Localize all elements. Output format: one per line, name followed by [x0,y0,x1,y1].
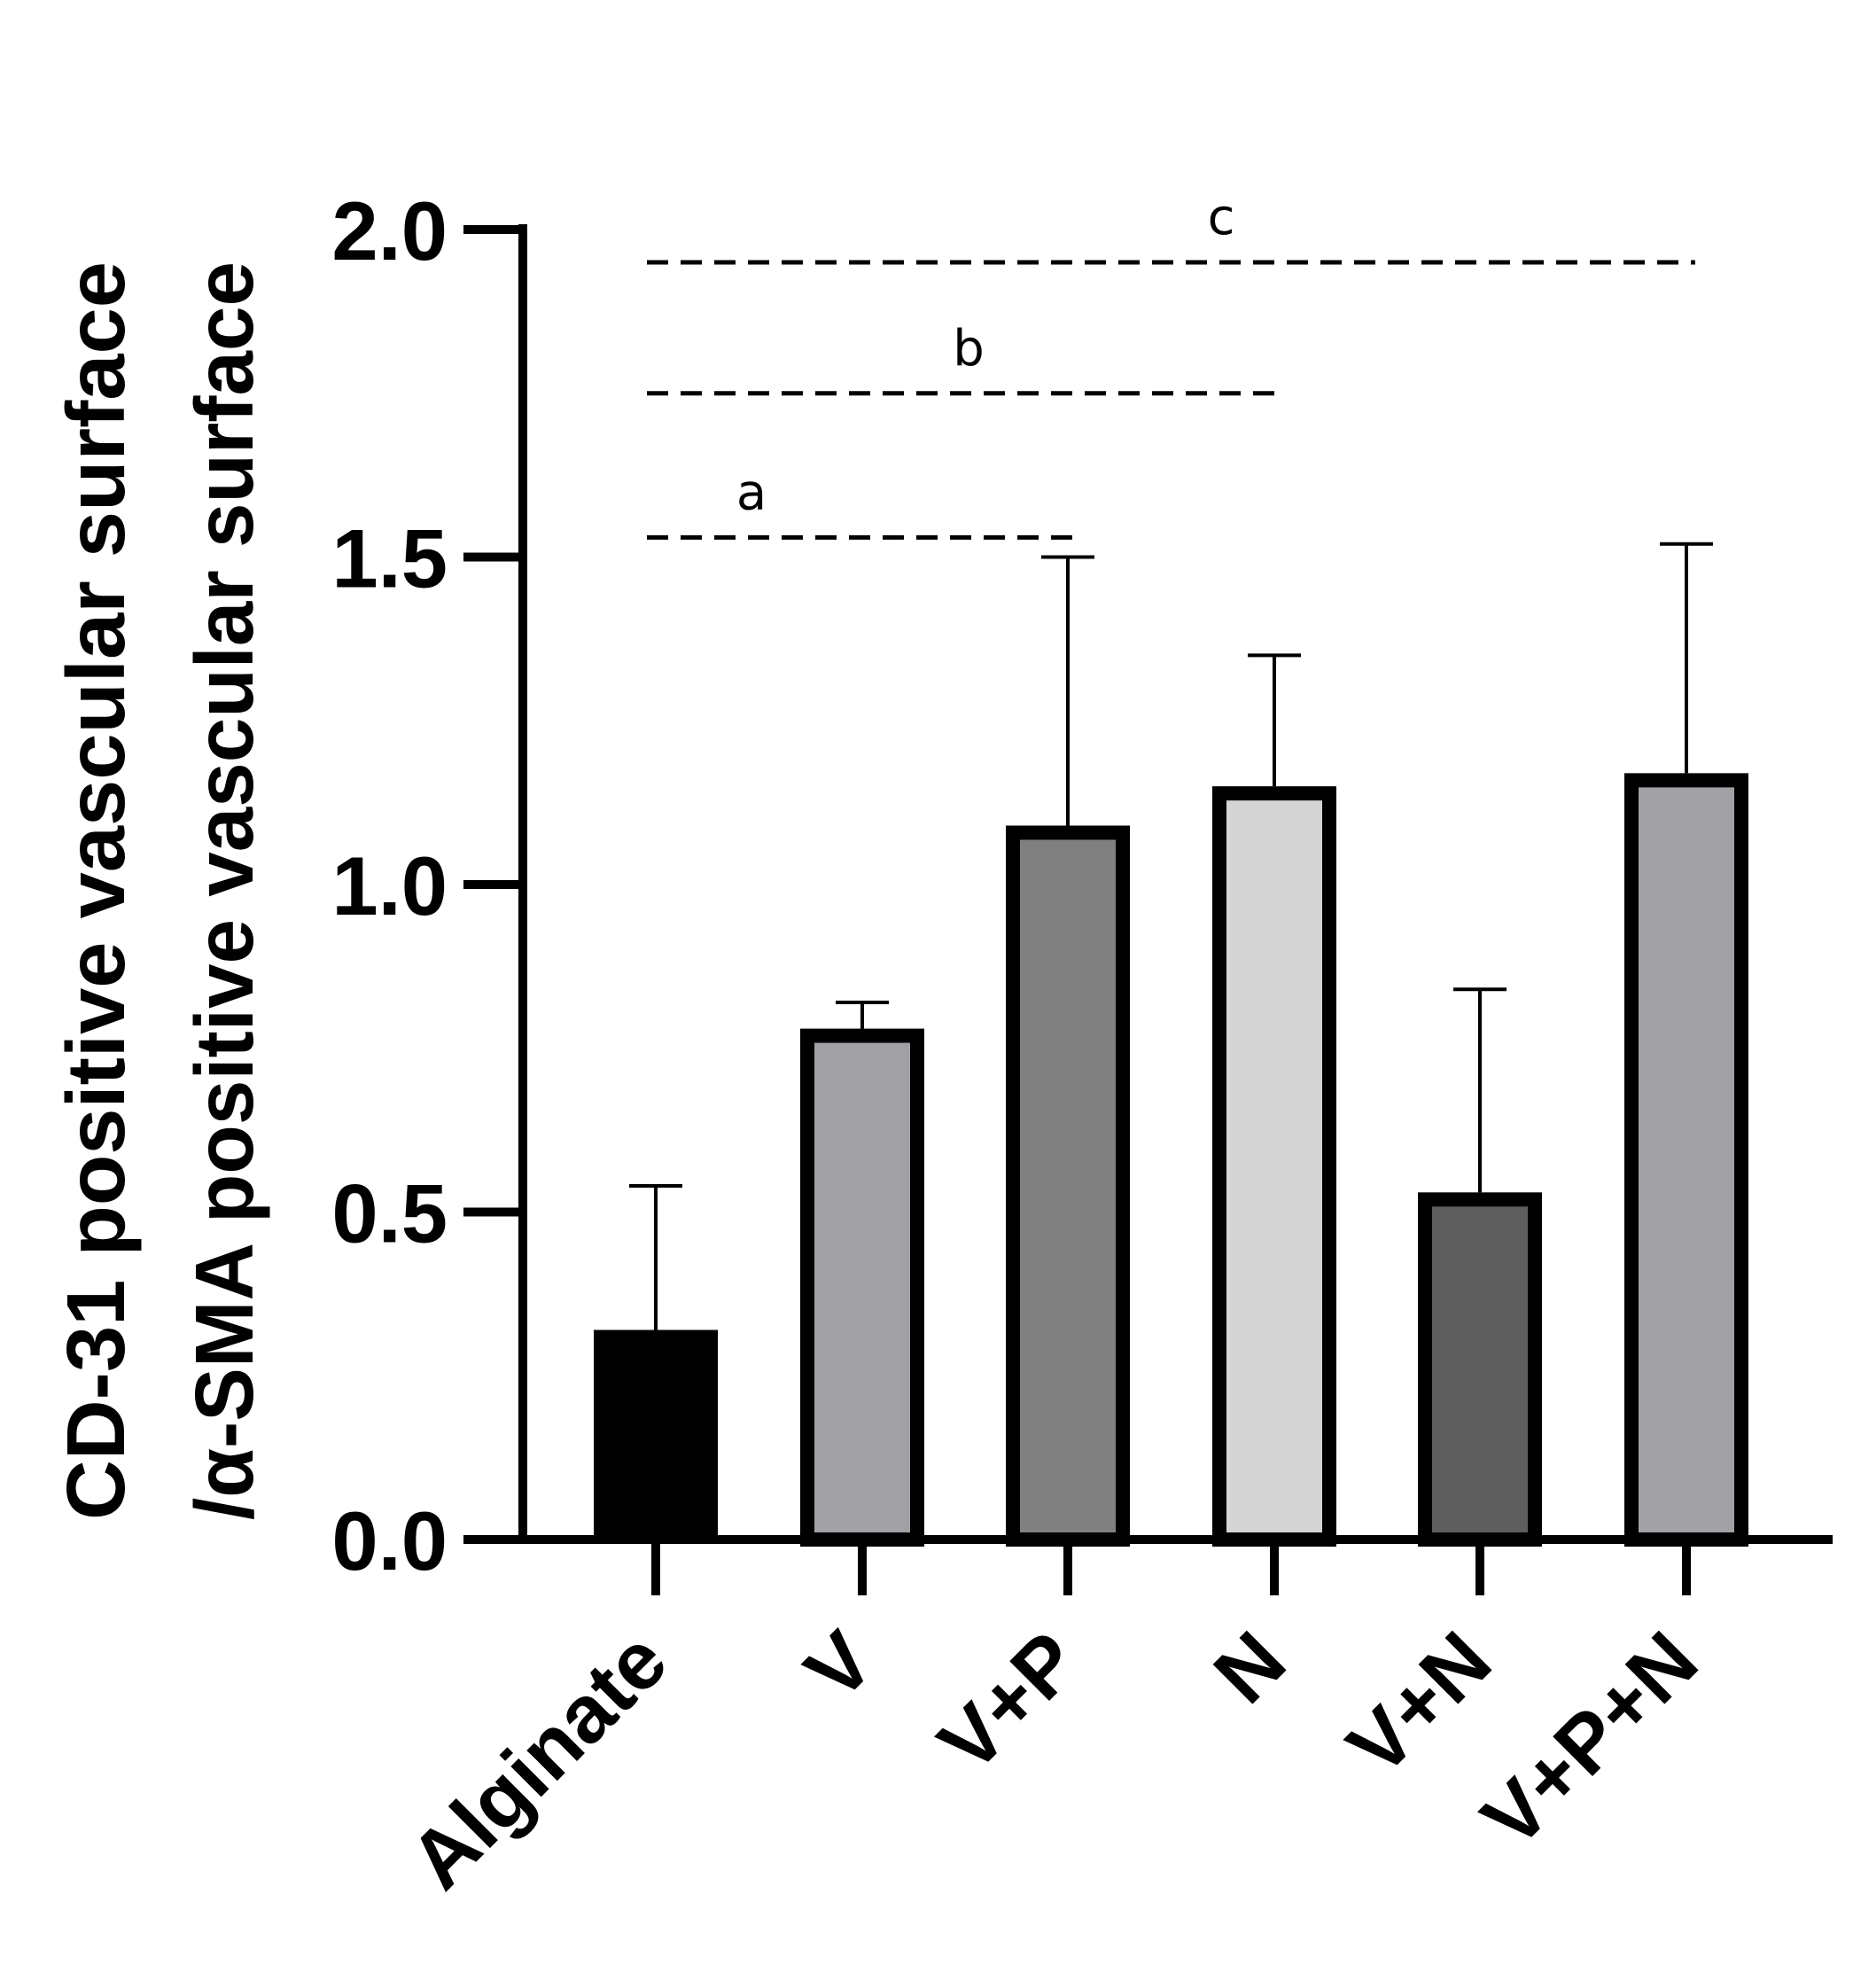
x-category-label: V+N [1331,1615,1508,1792]
significance-label-a: a [736,464,767,521]
bars [594,773,1748,1547]
x-category-label: V [789,1615,891,1718]
x-category-label: V+P [922,1615,1096,1789]
bar-v-plus-p [1006,825,1130,1547]
x-category-label: N [1197,1615,1303,1720]
significance-label-c: c [1208,189,1235,246]
y-axis-label: CD-31 positive vascular surface /α-SMA p… [50,261,270,1520]
bar-v-plus-n [1418,1192,1542,1547]
y-tick-label: 1.5 [331,512,448,605]
y-axis-label-line-2: /α-SMA positive vascular surface [178,261,270,1520]
bar-v-plus-p-plus-n [1624,773,1748,1547]
bar-v [800,1028,924,1547]
y-axis-ticks: 0.0 0.5 1.0 1.5 2.0 [331,184,1691,1595]
axes [518,224,1833,1544]
bar-alginate [594,1329,718,1540]
y-tick-label: 0.5 [331,1167,448,1260]
x-axis-labels: Alginate V V+P N V+NV+P+N [393,1615,1715,1906]
x-category-label: Alginate [393,1615,684,1906]
y-tick-label: 0.0 [331,1494,448,1587]
x-category-label: V+P+N [1465,1615,1715,1865]
significance-label-b: b [953,320,985,378]
error-bars [629,542,1713,1330]
y-tick-label: 2.0 [331,184,448,277]
bar-n [1212,786,1336,1547]
y-axis-label-line-1: CD-31 positive vascular surface [50,261,142,1520]
significance-brackets: a b c [647,189,1695,540]
y-tick-label: 1.0 [331,839,448,932]
